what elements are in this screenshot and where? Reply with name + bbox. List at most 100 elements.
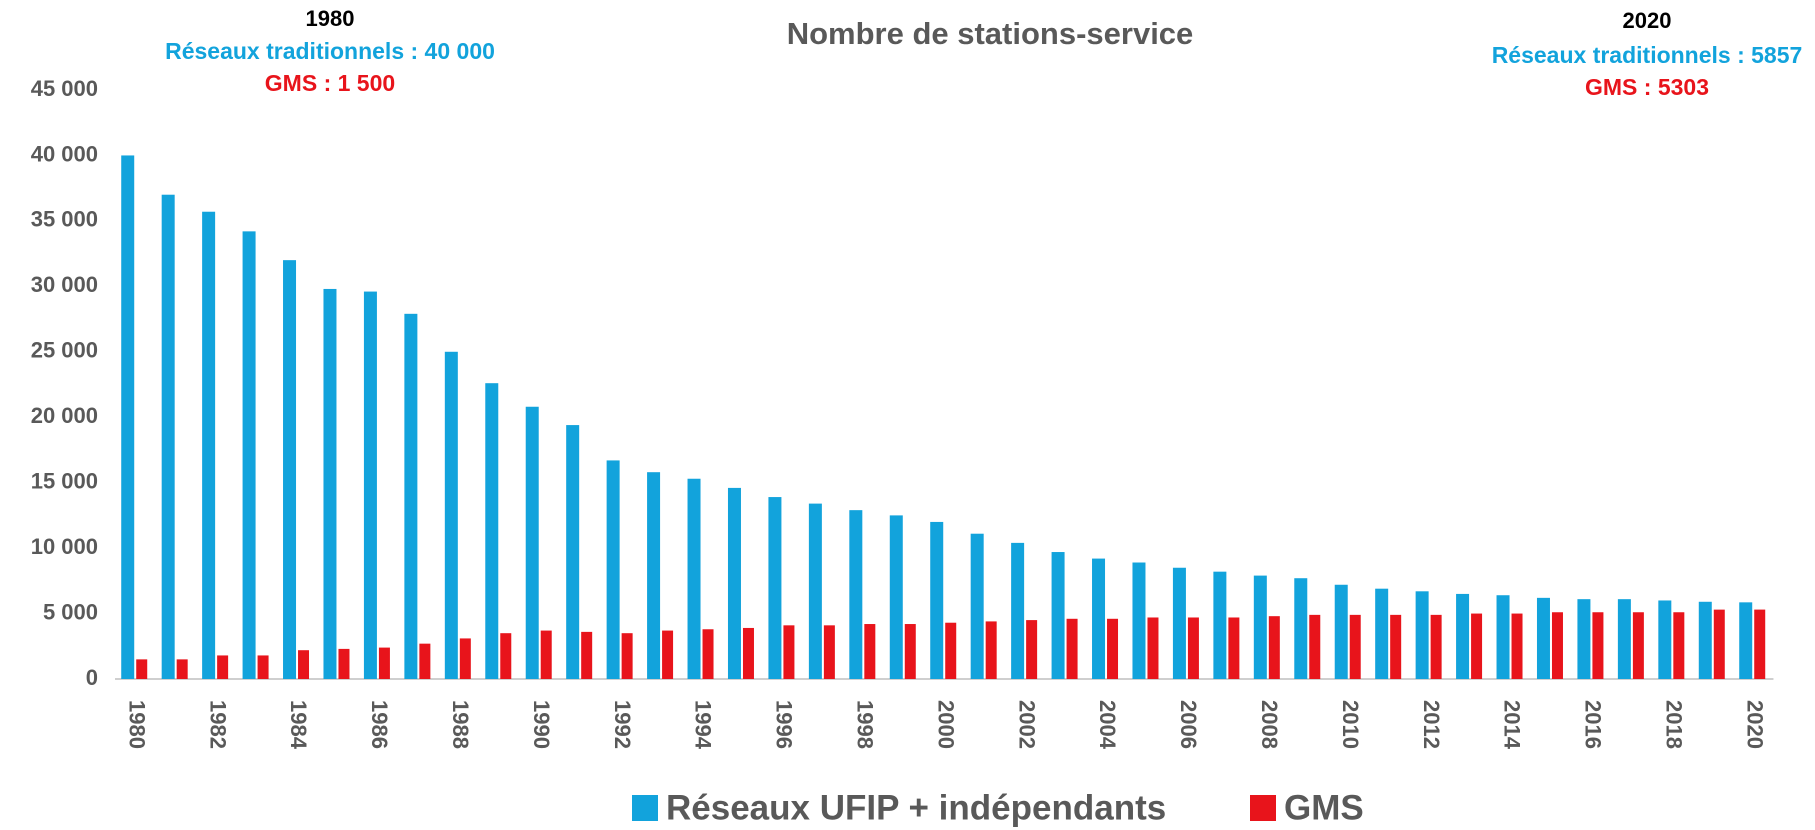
bar [1390, 614, 1402, 679]
bar [1739, 602, 1753, 679]
x-tick-label: 2004 [1095, 700, 1120, 750]
bar [1632, 612, 1644, 679]
legend-swatch [632, 795, 658, 821]
bar [378, 647, 390, 679]
bar [1415, 591, 1429, 679]
x-tick-label: 2014 [1500, 700, 1525, 750]
bar [404, 313, 418, 679]
bar [136, 659, 148, 679]
bar [1349, 614, 1361, 679]
x-tick-label: 2018 [1662, 700, 1687, 749]
bar [459, 638, 471, 679]
x-tick-label: 2000 [933, 700, 958, 749]
bar [1551, 612, 1563, 679]
bar [1253, 575, 1267, 679]
bar [298, 650, 310, 679]
bar [727, 487, 741, 679]
x-tick-label: 2008 [1257, 700, 1282, 749]
bar [566, 425, 580, 679]
annotation: 1980 [306, 6, 355, 31]
y-tick-label: 40 000 [31, 141, 98, 166]
x-tick-label: 1998 [853, 700, 878, 749]
bar [783, 625, 795, 679]
x-tick-label: 2010 [1338, 700, 1363, 749]
bar [808, 503, 822, 679]
bar [985, 621, 997, 679]
x-tick-label: 1988 [448, 700, 473, 749]
bar [1092, 558, 1106, 679]
bar [823, 625, 835, 679]
bar [930, 521, 944, 679]
bar [768, 497, 782, 679]
bar [687, 478, 701, 679]
x-tick-label: 1996 [772, 700, 797, 749]
x-tick-label: 2006 [1176, 700, 1201, 749]
x-tick-label: 1994 [691, 700, 716, 750]
annotation: GMS : 5303 [1585, 74, 1709, 100]
y-tick-label: 25 000 [31, 338, 98, 363]
bar [647, 472, 661, 679]
bar [1107, 618, 1119, 679]
bar [1147, 617, 1159, 679]
x-tick-label: 2002 [1014, 700, 1039, 749]
bar [525, 406, 539, 679]
bar [540, 630, 552, 679]
y-tick-label: 35 000 [31, 207, 98, 232]
bar [1228, 617, 1240, 679]
bar [621, 633, 633, 679]
y-tick-label: 20 000 [31, 403, 98, 428]
bar [1617, 599, 1631, 679]
bar [1698, 601, 1712, 679]
bar [176, 659, 188, 679]
x-tick-label: 1986 [367, 700, 392, 749]
x-tick-label: 2020 [1742, 700, 1767, 749]
bar [323, 288, 337, 679]
bar [283, 260, 297, 679]
x-tick-label: 1990 [529, 700, 554, 749]
bar [1658, 600, 1672, 679]
bar [1754, 609, 1766, 679]
bar [1066, 618, 1078, 679]
bar [121, 155, 135, 679]
legend-label: GMS [1284, 788, 1364, 827]
annotation: Réseaux traditionnels : 5857 [1492, 42, 1803, 68]
x-tick-label: 2016 [1581, 700, 1606, 749]
bar [1456, 593, 1470, 679]
bar [1577, 599, 1591, 679]
x-tick-label: 2012 [1419, 700, 1444, 749]
bar [1172, 567, 1186, 679]
y-tick-label: 0 [86, 665, 98, 690]
y-tick-label: 15 000 [31, 468, 98, 493]
bar [1496, 595, 1510, 679]
bar [904, 624, 916, 679]
bar [257, 655, 269, 679]
y-tick-label: 45 000 [31, 76, 98, 101]
x-tick-label: 1984 [286, 700, 311, 750]
x-tick-label: 1980 [124, 700, 149, 749]
bar [742, 627, 754, 679]
y-tick-label: 10 000 [31, 534, 98, 559]
bar [363, 291, 377, 679]
bar [702, 629, 714, 679]
bar [1213, 571, 1227, 679]
bar [242, 231, 256, 680]
bar [444, 351, 458, 679]
bar [1430, 614, 1442, 679]
bar [889, 515, 903, 679]
bar [1511, 613, 1523, 679]
bar [1673, 612, 1685, 679]
bar [419, 643, 431, 679]
x-tick-label: 1992 [610, 700, 635, 749]
bar [1132, 562, 1146, 679]
bar [864, 624, 876, 679]
bar [161, 194, 175, 679]
bar [662, 630, 674, 679]
bar [1309, 614, 1321, 679]
bar [581, 631, 593, 679]
bar [1536, 597, 1550, 679]
legend-swatch [1250, 795, 1276, 821]
y-tick-label: 30 000 [31, 272, 98, 297]
bar [1375, 588, 1389, 679]
bar [1026, 620, 1038, 679]
